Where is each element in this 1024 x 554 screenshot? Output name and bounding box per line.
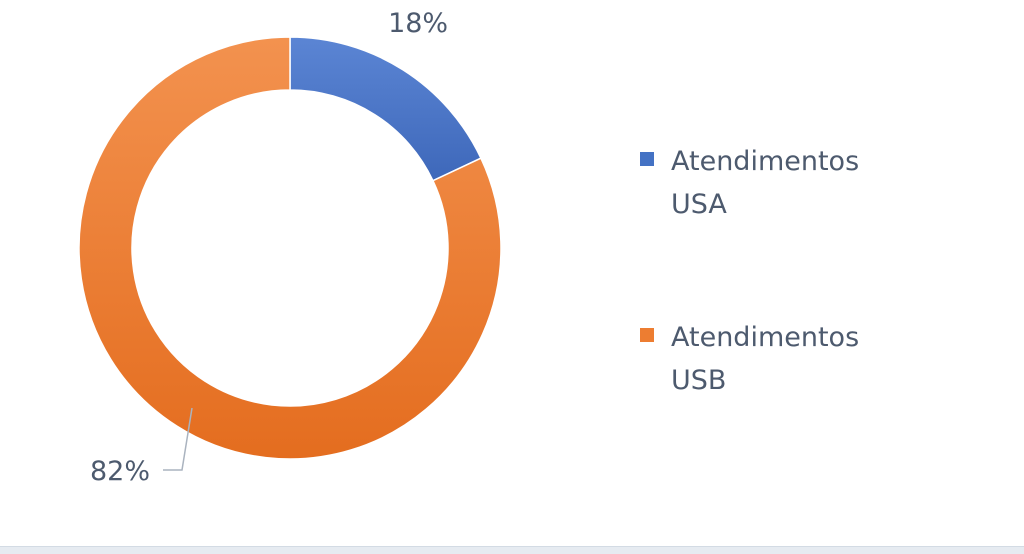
donut-slice-usb xyxy=(78,36,502,460)
data-label-usb: 82% xyxy=(90,456,151,487)
legend-label-usb-line2: USB xyxy=(671,365,727,396)
data-label-usa: 18% xyxy=(388,8,449,40)
legend-swatch-usb xyxy=(640,328,654,342)
legend-label-usa-line1: Atendimentos xyxy=(671,146,860,177)
legend-label-usb-line1: Atendimentos xyxy=(671,322,860,353)
bottom-divider xyxy=(0,546,1024,554)
legend-swatch-usa xyxy=(640,152,654,166)
legend-label-usa-line2: USA xyxy=(671,189,727,220)
donut-slice-usa xyxy=(289,36,482,182)
legend-label-usb: Atendimentos USB xyxy=(671,316,901,402)
leader-line-usb xyxy=(163,407,193,471)
legend-label-usa: Atendimentos USA xyxy=(671,140,901,226)
